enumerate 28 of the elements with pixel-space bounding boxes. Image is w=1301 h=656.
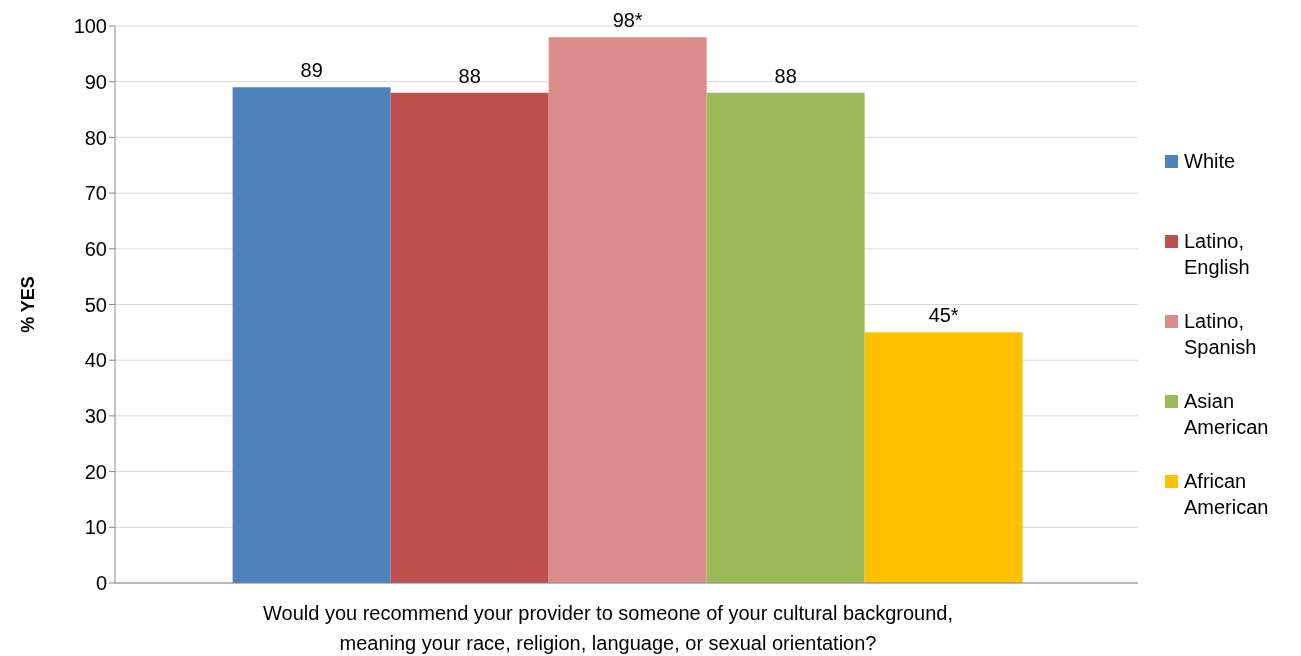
data-label: 88 [774, 64, 797, 87]
legend-label: Latino, Spanish [1184, 309, 1258, 360]
bar [232, 87, 391, 583]
bar [706, 92, 865, 583]
data-label: 45* [928, 304, 959, 327]
y-tick-label: 40 [84, 349, 107, 372]
y-tick-label: 50 [84, 293, 107, 316]
y-tick-label: 0 [95, 572, 107, 595]
bar [390, 92, 549, 583]
y-tick-label: 80 [84, 126, 107, 149]
y-tick-label: 70 [84, 182, 107, 205]
data-label: 88 [458, 64, 481, 87]
legend-label: Asian American [1184, 389, 1270, 440]
legend-label: African American [1184, 469, 1270, 520]
y-tick-label: 10 [84, 516, 107, 539]
data-label: 98* [612, 9, 643, 32]
y-axis-title: % YES [18, 276, 39, 333]
bar [864, 332, 1023, 583]
y-tick-label: 30 [84, 405, 107, 427]
bar [548, 37, 707, 583]
x-axis-title: Would you recommend your provider to someone of your cultural background, meaning your race, religion, language, or sexual orientation? [262, 601, 954, 656]
y-tick-label: 100 [73, 15, 107, 38]
data-label: 89 [300, 59, 323, 82]
y-tick-label: 90 [84, 70, 107, 93]
legend-label: Latino, English [1184, 229, 1251, 280]
y-tick-label: 20 [84, 460, 107, 483]
y-tick-label: 60 [84, 237, 107, 260]
legend-label: White [1184, 149, 1237, 174]
